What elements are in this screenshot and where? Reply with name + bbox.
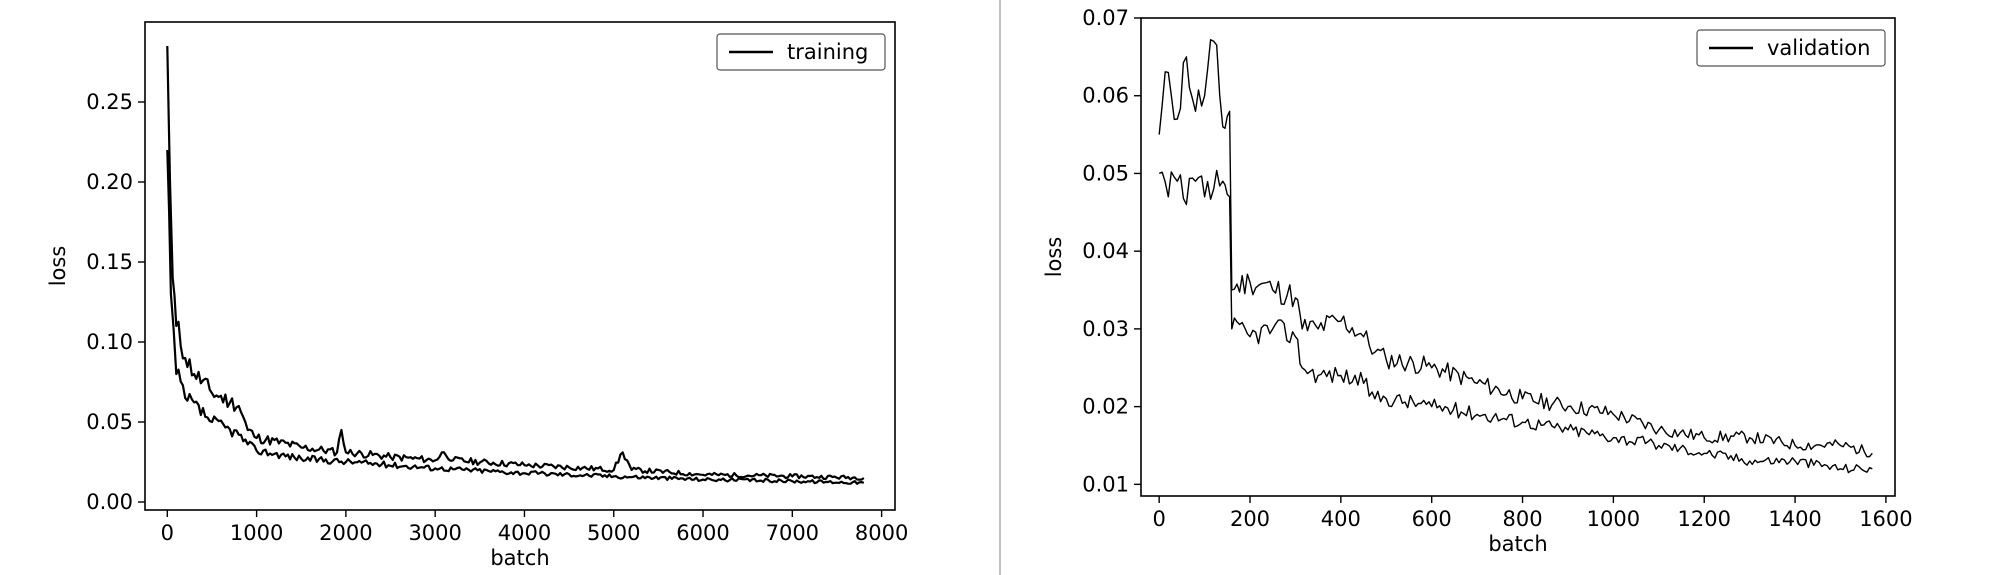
training-x-tick-label: 5000 (587, 521, 640, 545)
validation-x-tick-label: 1200 (1678, 507, 1731, 531)
validation-y-tick-label: 0.05 (1082, 161, 1129, 185)
training-x-tick-label: 0 (161, 521, 174, 545)
training-x-tick-label: 1000 (230, 521, 283, 545)
validation-y-axis-label: loss (1042, 237, 1066, 278)
validation-x-tick-label: 800 (1502, 507, 1542, 531)
training-y-tick-label: 0.20 (86, 170, 133, 194)
validation-y-tick-label: 0.02 (1082, 395, 1129, 419)
training-x-axis-label: batch (490, 546, 549, 570)
validation-legend-box (1696, 29, 1886, 67)
training-y-tick-label: 0.15 (86, 250, 133, 274)
validation-y-tick-label: 0.04 (1082, 239, 1129, 263)
validation-plot-frame (1140, 17, 1896, 497)
validation-y-tick-label: 0.03 (1082, 317, 1129, 341)
training-x-tick-label: 8000 (855, 521, 908, 545)
training-x-tick-label: 3000 (408, 521, 461, 545)
training-y-tick-label: 0.25 (86, 90, 133, 114)
training-plot-frame (144, 21, 896, 511)
validation-x-tick-label: 400 (1321, 507, 1361, 531)
training-x-tick-label: 2000 (319, 521, 372, 545)
validation-x-tick-label: 200 (1230, 507, 1270, 531)
validation-x-tick-label: 600 (1412, 507, 1452, 531)
training-y-tick-label: 0.05 (86, 410, 133, 434)
training-x-tick-label: 4000 (498, 521, 551, 545)
validation-series-upper-line (1158, 39, 1873, 458)
validation-x-axis-label: batch (1488, 532, 1547, 556)
training-legend-box (716, 33, 886, 71)
validation-x-tick-label: 1400 (1768, 507, 1821, 531)
validation-y-tick-label: 0.07 (1082, 6, 1129, 30)
training-series-upper-line (166, 45, 865, 481)
training-y-axis-label: loss (46, 246, 70, 287)
training-legend-label: training (787, 40, 868, 64)
validation-x-tick-label: 0 (1152, 507, 1165, 531)
validation-y-tick-label: 0.01 (1082, 472, 1129, 496)
validation-legend-label: validation (1767, 36, 1870, 60)
validation-series-lower-line (1158, 169, 1873, 474)
training-x-tick-label: 6000 (676, 521, 729, 545)
training-y-tick-label: 0.00 (86, 490, 133, 514)
training-x-tick-label: 7000 (766, 521, 819, 545)
training-y-tick-label: 0.10 (86, 330, 133, 354)
training-series-lower-line (166, 149, 865, 485)
validation-x-tick-label: 1600 (1859, 507, 1912, 531)
validation-x-tick-label: 1000 (1587, 507, 1640, 531)
validation-y-tick-label: 0.06 (1082, 84, 1129, 108)
